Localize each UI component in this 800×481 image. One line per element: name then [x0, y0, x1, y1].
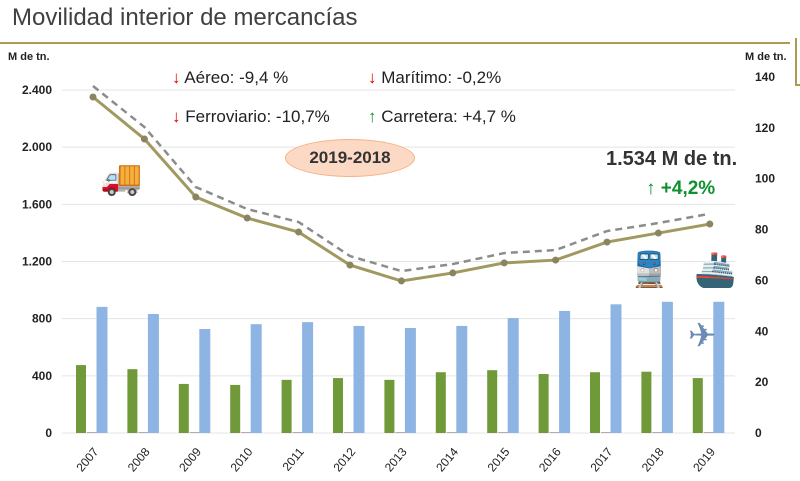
bar-0-2012: [333, 378, 343, 433]
line-point-2008: [140, 135, 148, 143]
bar-1-2015: [498, 432, 509, 433]
y-left-tick-label: 400: [32, 369, 52, 383]
annotation-carretera: ↑ Carretera: +4,7 %: [368, 107, 516, 126]
x-tick-label: 2009: [176, 445, 204, 475]
x-tick-label: 2018: [639, 445, 667, 475]
bar-0-2007: [76, 365, 86, 433]
annotation-aereo: ↓ Aéreo: -9,4 %: [172, 68, 289, 87]
bar-2-2015: [507, 318, 519, 433]
annotation-maritimo: ↓ Marítimo: -0,2%: [368, 68, 502, 87]
total-label: 1.534 M de tn.: [606, 148, 738, 170]
line-point-2010: [243, 214, 251, 222]
bar-0-2013: [384, 379, 395, 433]
bar-2-2018: [661, 301, 673, 433]
line-point-2011: [295, 228, 303, 236]
y-left-tick-label: 2.000: [22, 140, 52, 154]
x-tick-label: 2016: [536, 445, 564, 475]
bar-0-2010: [230, 384, 241, 433]
bar-1-2016: [549, 432, 560, 433]
y-right-tick-label: 120: [755, 121, 775, 135]
y-left-tick-label: 0: [45, 426, 52, 440]
total-change: ↑ +4,2%: [646, 178, 716, 199]
bar-0-2018: [641, 371, 652, 433]
y-right-tick-label: 40: [755, 324, 769, 338]
x-tick-label: 2019: [690, 445, 718, 475]
bar-2-2010: [250, 324, 262, 433]
x-tick-label: 2010: [228, 445, 256, 475]
bar-1-2007: [87, 432, 97, 433]
ship-icon: 🚢: [694, 251, 737, 289]
x-tick-label: 2007: [73, 445, 101, 475]
page-title: Movilidad interior de mercancías: [12, 4, 358, 31]
period-badge: 2019-2018: [285, 139, 415, 177]
bar-1-2010: [241, 432, 252, 433]
x-tick-label: 2011: [280, 445, 308, 474]
bar-1-2013: [395, 432, 406, 433]
bar-0-2014: [435, 372, 446, 433]
train-icon: 🚆: [628, 251, 671, 289]
bar-1-2008: [138, 432, 149, 433]
frame-edge: [795, 38, 800, 86]
x-tick-label: 2012: [330, 445, 358, 475]
x-tick-label: 2008: [125, 445, 153, 475]
bar-2-2007: [96, 306, 108, 433]
bar-1-2017: [601, 432, 611, 433]
bar-2-2019: [713, 301, 725, 433]
y-right-tick-label: 60: [755, 273, 769, 287]
bar-1-2011: [292, 432, 303, 433]
bar-2-2013: [404, 327, 416, 433]
x-tick-label: 2014: [433, 445, 461, 475]
line-point-2017: [603, 238, 611, 246]
line-point-2014: [449, 269, 457, 277]
x-tick-label: 2017: [587, 445, 615, 475]
bar-2-2011: [302, 322, 314, 433]
bar-2-2016: [559, 310, 571, 433]
x-tick-label: 2013: [382, 445, 410, 475]
line-point-2015: [500, 259, 508, 267]
bar-2-2012: [353, 325, 365, 433]
bar-2-2009: [199, 328, 211, 433]
y-left-tick-label: 2.400: [22, 83, 52, 97]
bar-0-2016: [538, 374, 549, 433]
bar-0-2015: [487, 370, 498, 433]
y-right-tick-label: 0: [755, 426, 762, 440]
bar-2-2017: [610, 304, 622, 433]
y-left-axis-label: M de tn.: [8, 51, 50, 63]
bar-0-2011: [281, 379, 292, 433]
bar-1-2009: [189, 432, 200, 433]
line-point-2019: [706, 220, 714, 228]
line-point-2018: [654, 229, 662, 237]
line-point-2009: [192, 193, 200, 201]
bar-1-2012: [344, 432, 354, 433]
bar-1-2019: [703, 432, 714, 433]
y-left-tick-label: 800: [32, 312, 52, 326]
line-point-2013: [397, 277, 405, 285]
bar-0-2017: [590, 372, 600, 433]
airplane-icon: ✈: [688, 317, 717, 355]
line-point-2007: [89, 93, 97, 101]
bar-2-2008: [147, 313, 159, 433]
y-right-tick-label: 100: [755, 172, 775, 186]
y-right-tick-label: 80: [755, 223, 769, 237]
bar-0-2008: [127, 369, 138, 433]
y-left-tick-label: 1.200: [22, 255, 52, 269]
y-left-tick-label: 1.600: [22, 197, 52, 211]
bar-0-2009: [178, 383, 189, 433]
title-divider: [0, 42, 790, 44]
y-right-axis-label: M de tn.: [745, 51, 787, 63]
x-tick-label: 2015: [485, 445, 513, 475]
line-point-2016: [552, 256, 560, 264]
line-series-1: [92, 85, 711, 273]
line-point-2012: [346, 261, 354, 269]
y-right-tick-label: 20: [755, 375, 769, 389]
bar-0-2019: [692, 378, 703, 433]
truck-icon: 🚚: [100, 159, 143, 197]
bar-2-2014: [456, 325, 468, 433]
y-right-tick-label: 140: [755, 70, 775, 84]
annotation-ferroviario: ↓ Ferroviario: -10,7%: [172, 107, 330, 126]
bar-1-2014: [446, 432, 457, 433]
bar-1-2018: [652, 432, 663, 433]
